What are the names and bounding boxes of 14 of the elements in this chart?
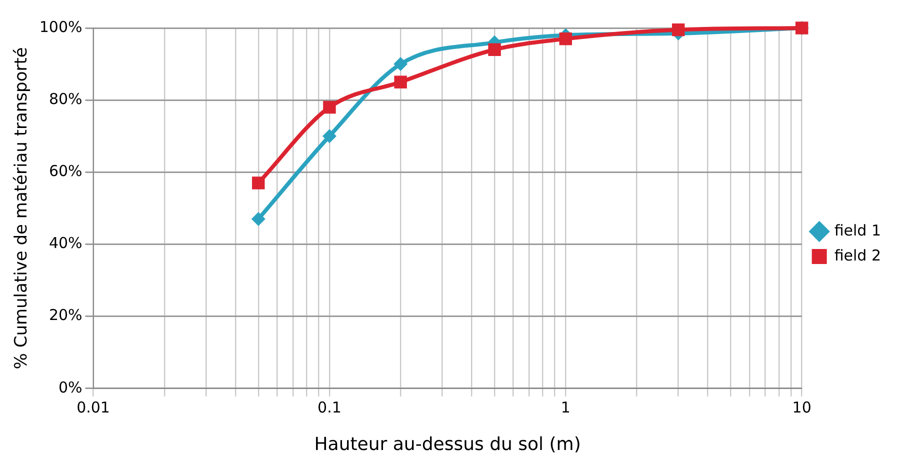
y-axis-title: % Cumulative de matériau transporté: [12, 47, 32, 370]
y-tick-label: 60%: [48, 162, 82, 180]
x-tick-label: 0.01: [76, 398, 110, 416]
y-tick-label: 20%: [48, 306, 82, 324]
x-tick-label: 1: [560, 398, 570, 416]
x-tick-label: 0.1: [318, 398, 342, 416]
y-tick-label: 40%: [48, 234, 82, 252]
legend-label: field 2: [834, 246, 882, 264]
legend-label: field 1: [834, 221, 882, 240]
y-tick-label: 80%: [48, 90, 82, 108]
y-tick-label: 100%: [39, 18, 82, 36]
x-tick-label: 10: [792, 398, 812, 416]
x-axis-title: Hauteur au-dessus du sol (m): [314, 434, 581, 455]
y-tick-label: 0%: [58, 378, 82, 396]
